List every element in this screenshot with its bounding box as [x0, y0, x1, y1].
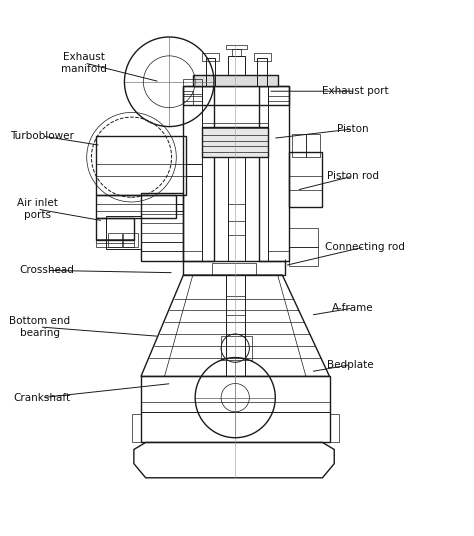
Bar [202, 123, 268, 128]
Bar [329, 414, 339, 442]
Bar [221, 337, 252, 360]
Bar [124, 233, 137, 247]
Text: A-frame: A-frame [332, 303, 374, 313]
Bar [228, 150, 245, 261]
Bar [292, 133, 306, 157]
Bar [193, 75, 278, 86]
Bar [108, 233, 122, 247]
Bar [183, 86, 214, 261]
Bar [257, 58, 267, 86]
Bar [106, 216, 141, 249]
Bar [212, 263, 256, 275]
Text: Piston: Piston [337, 124, 369, 134]
Bar [226, 45, 247, 49]
Bar [131, 414, 141, 442]
Text: Crankshaft: Crankshaft [13, 393, 71, 403]
Bar [183, 91, 193, 106]
Text: Bedplate: Bedplate [328, 360, 374, 370]
Bar [96, 219, 134, 240]
Bar [290, 153, 322, 207]
Bar [259, 86, 290, 261]
Text: Exhaust port: Exhaust port [322, 86, 389, 96]
Text: Air inlet
ports: Air inlet ports [17, 198, 58, 220]
Bar [206, 58, 215, 86]
Bar [96, 136, 186, 195]
Text: Bottom end
bearing: Bottom end bearing [9, 316, 70, 338]
Bar [226, 275, 245, 376]
Bar [141, 192, 183, 261]
Text: Connecting rod: Connecting rod [325, 242, 405, 252]
Bar [232, 49, 241, 56]
Bar [183, 86, 290, 106]
Bar [96, 195, 176, 219]
Bar [202, 54, 219, 61]
Bar [228, 56, 245, 75]
Bar [141, 376, 329, 442]
Bar [96, 240, 134, 247]
Bar [306, 133, 320, 157]
Bar [290, 247, 318, 266]
Bar [183, 261, 285, 275]
Bar [290, 228, 318, 247]
Bar [202, 126, 268, 157]
Bar [183, 79, 202, 94]
Bar [254, 54, 271, 61]
Text: Piston rod: Piston rod [327, 171, 379, 181]
Text: Turboblower: Turboblower [10, 131, 74, 141]
Text: Crosshead: Crosshead [19, 265, 74, 276]
Text: Exhaust
manifold: Exhaust manifold [62, 52, 107, 74]
